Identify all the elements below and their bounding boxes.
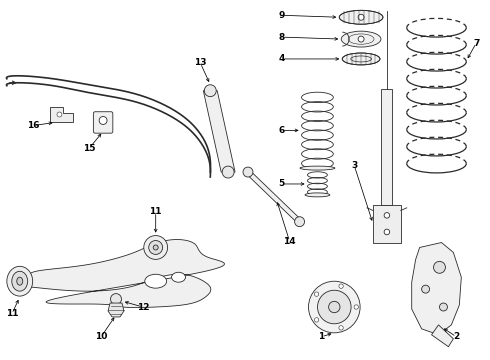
Text: 15: 15: [83, 144, 96, 153]
Circle shape: [329, 301, 340, 313]
Text: 12: 12: [137, 302, 149, 311]
Text: 16: 16: [27, 121, 40, 130]
Polygon shape: [412, 243, 461, 335]
Circle shape: [384, 213, 390, 218]
Ellipse shape: [17, 277, 23, 285]
Circle shape: [144, 235, 168, 260]
Circle shape: [315, 292, 319, 296]
Circle shape: [294, 217, 305, 227]
Circle shape: [384, 229, 390, 235]
Circle shape: [315, 318, 319, 322]
Ellipse shape: [341, 31, 381, 47]
Text: 8: 8: [279, 33, 285, 42]
Circle shape: [440, 303, 447, 311]
Circle shape: [222, 166, 234, 178]
Ellipse shape: [300, 166, 335, 170]
Circle shape: [339, 284, 343, 288]
Text: 7: 7: [473, 39, 479, 48]
Polygon shape: [432, 325, 453, 347]
Text: 4: 4: [278, 54, 285, 63]
Ellipse shape: [342, 53, 380, 65]
Ellipse shape: [7, 266, 33, 296]
Text: 13: 13: [194, 58, 207, 67]
Text: 14: 14: [283, 237, 296, 246]
Circle shape: [243, 167, 253, 177]
Text: 9: 9: [278, 11, 285, 20]
Circle shape: [153, 245, 158, 250]
Polygon shape: [203, 91, 235, 172]
Circle shape: [434, 261, 445, 273]
Text: 10: 10: [95, 332, 107, 341]
Circle shape: [99, 117, 107, 125]
Circle shape: [309, 281, 360, 333]
Circle shape: [421, 285, 430, 293]
Circle shape: [111, 294, 122, 305]
Text: 3: 3: [351, 161, 357, 170]
Ellipse shape: [145, 274, 167, 288]
Polygon shape: [49, 107, 74, 122]
Ellipse shape: [339, 10, 383, 24]
Ellipse shape: [12, 271, 28, 291]
Text: 11: 11: [5, 310, 18, 319]
FancyBboxPatch shape: [94, 112, 113, 133]
Circle shape: [339, 326, 343, 330]
Circle shape: [318, 290, 351, 324]
Polygon shape: [381, 89, 392, 205]
Ellipse shape: [172, 272, 185, 282]
Text: 11: 11: [149, 207, 162, 216]
Polygon shape: [108, 303, 124, 317]
Circle shape: [358, 36, 364, 42]
Circle shape: [204, 85, 216, 96]
Text: 1: 1: [318, 332, 324, 341]
Circle shape: [358, 14, 364, 20]
Text: 5: 5: [279, 180, 285, 189]
Text: 6: 6: [279, 126, 285, 135]
Polygon shape: [373, 205, 401, 243]
Circle shape: [149, 240, 163, 255]
Polygon shape: [246, 170, 301, 224]
Text: 2: 2: [453, 332, 460, 341]
Polygon shape: [30, 239, 224, 307]
Circle shape: [57, 112, 62, 117]
Circle shape: [354, 305, 358, 309]
Ellipse shape: [305, 193, 330, 197]
